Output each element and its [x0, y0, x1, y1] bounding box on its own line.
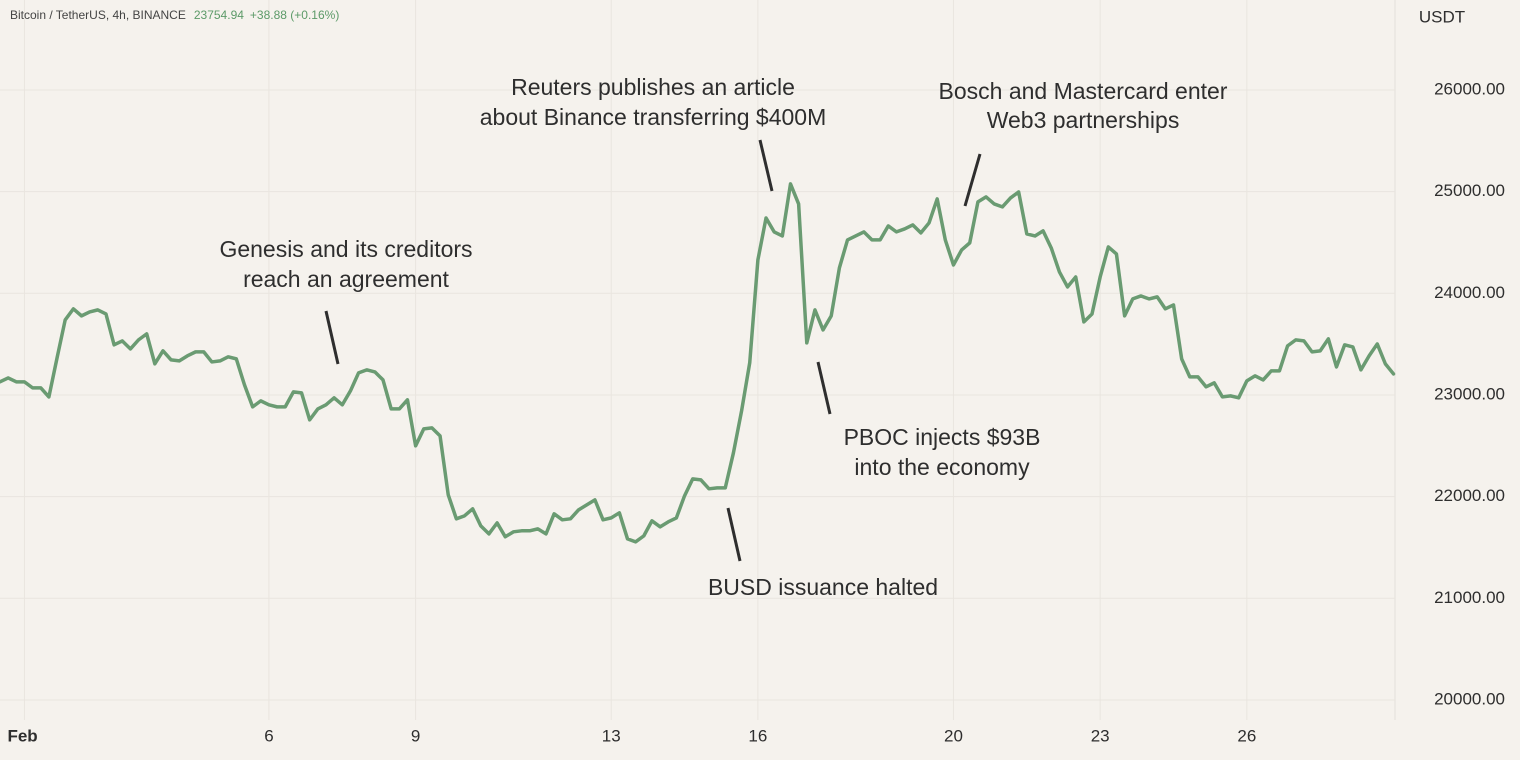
y-tick-label: 21000.00: [1434, 588, 1505, 607]
annotation-leader: [726, 507, 742, 562]
y-unit: USDT: [1419, 7, 1465, 26]
annotation-text: into the economy: [854, 454, 1030, 480]
x-tick-label: 9: [411, 726, 420, 745]
annotation-leader: [758, 139, 774, 192]
annotation-text: PBOC injects $93B: [844, 424, 1041, 450]
annotation-text: Bosch and Mastercard enter: [939, 78, 1228, 104]
annotation-text: about Binance transferring $400M: [480, 104, 827, 130]
x-tick-label: 23: [1091, 726, 1110, 745]
annotation-leader: [324, 310, 340, 365]
y-tick-label: 26000.00: [1434, 79, 1505, 98]
y-tick-label: 25000.00: [1434, 181, 1505, 200]
y-tick-label: 23000.00: [1434, 384, 1505, 403]
y-tick-label: 22000.00: [1434, 486, 1505, 505]
y-tick-label: 20000.00: [1434, 689, 1505, 708]
x-tick-label: 26: [1237, 726, 1256, 745]
annotation-text: reach an agreement: [243, 266, 449, 292]
change: +38.88 (+0.16%): [250, 8, 339, 22]
x-tick-label: 6: [264, 726, 273, 745]
annotation-text: Web3 partnerships: [987, 107, 1180, 133]
x-tick-label: 13: [602, 726, 621, 745]
annotation-leader: [816, 361, 832, 415]
plot: [0, 182, 1396, 544]
annotation-text: BUSD issuance halted: [708, 574, 938, 600]
symbol: Bitcoin / TetherUS, 4h, BINANCE: [10, 8, 186, 22]
annotation-text: Genesis and its creditors: [219, 236, 472, 262]
header: Bitcoin / TetherUS, 4h, BINANCE 23754.94 +…: [10, 8, 339, 22]
y-tick-label: 24000.00: [1434, 283, 1505, 302]
x-tick-label: Feb: [7, 726, 37, 745]
annotation-text: Reuters publishes an article: [511, 74, 795, 100]
annotations: Genesis and its creditors reach an agree…: [219, 74, 1227, 600]
grid: [0, 0, 1395, 720]
price-line: [0, 182, 1396, 544]
x-tick-label: 20: [944, 726, 963, 745]
price: 23754.94: [194, 8, 244, 22]
x-tick-label: 16: [748, 726, 767, 745]
annotation-leader: [963, 153, 982, 207]
